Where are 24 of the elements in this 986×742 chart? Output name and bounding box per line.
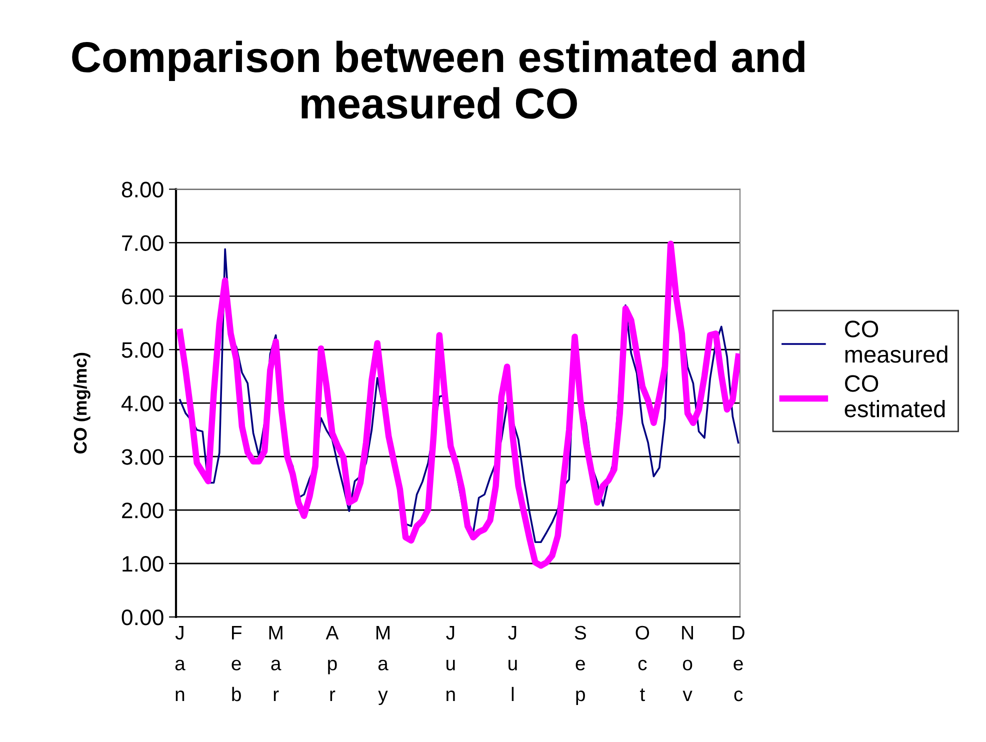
- x-tick-label: Apr: [326, 626, 339, 702]
- x-tick-label: Feb: [232, 626, 242, 702]
- y-tick-label: 5.00: [122, 342, 164, 358]
- y-tick-label: 1.00: [122, 556, 164, 572]
- x-tick-label: Jul: [508, 626, 517, 702]
- y-tick-label: 6.00: [122, 288, 164, 304]
- x-tick-label: Mar: [269, 626, 282, 702]
- y-tick-label: 2.00: [122, 502, 164, 518]
- x-tick-label: Jan: [175, 626, 186, 702]
- x-tick-label: Nov: [682, 626, 693, 702]
- y-tick-label: 4.00: [121, 396, 164, 412]
- y-tick-label: 7.00: [122, 235, 164, 251]
- legend-label: CO estimated: [844, 375, 945, 418]
- x-tick-label: Jun: [446, 626, 455, 702]
- x-tick-label: Dec: [732, 626, 744, 702]
- chart-title: Comparison between estimated and measured CO: [72, 40, 804, 119]
- legend-label: CO measured: [845, 320, 948, 363]
- x-tick-label: Sep: [574, 626, 586, 706]
- x-tick-label: May: [376, 626, 390, 706]
- y-tick-label: 0.00: [122, 610, 164, 626]
- y-tick-label: 8.00: [122, 182, 164, 198]
- y-tick-label: 3.00: [122, 449, 164, 465]
- y-axis-title: CO (mg/mc): [73, 352, 90, 454]
- x-tick-label: Oct: [636, 626, 650, 702]
